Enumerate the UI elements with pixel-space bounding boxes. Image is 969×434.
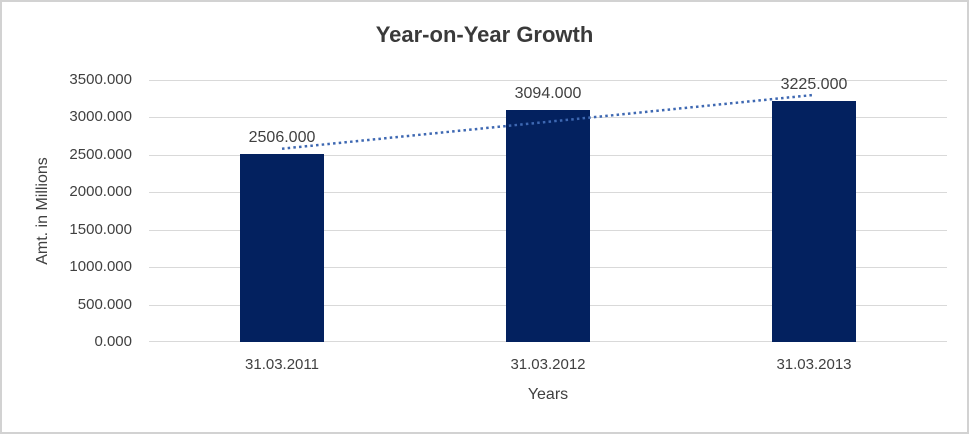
y-tick-label: 2500.000 <box>69 146 132 163</box>
x-tick-label: 31.03.2011 <box>245 356 319 373</box>
y-tick-label: 2000.000 <box>69 183 132 200</box>
data-label: 3094.000 <box>514 85 582 102</box>
y-tick-label: 500.000 <box>77 296 132 313</box>
chart-title: Year-on-Year Growth <box>375 22 594 47</box>
bar-31.03.2011 <box>240 154 324 342</box>
y-tick-label: 3000.000 <box>69 108 132 125</box>
y-tick-label: 3500.000 <box>69 71 132 88</box>
x-tick-label: 31.03.2012 <box>510 356 586 373</box>
plot-area: 2506.000 3094.000 3225.000 <box>149 76 947 342</box>
trendline <box>281 93 815 150</box>
y-tick-label: 0.000 <box>94 333 132 350</box>
trendline-segment <box>281 93 815 150</box>
bar-31.03.2013 <box>772 101 856 342</box>
x-axis-title: Years <box>527 386 569 403</box>
x-tick-label: 31.03.2013 <box>776 356 852 373</box>
bar-31.03.2012 <box>506 110 590 342</box>
y-tick-label: 1000.000 <box>69 258 132 275</box>
data-label: 3225.000 <box>780 76 848 93</box>
gridline <box>149 80 947 81</box>
y-tick-label: 1500.000 <box>69 221 132 238</box>
y-axis-title: Amt. in Millions <box>34 157 51 265</box>
data-label: 2506.000 <box>248 129 316 146</box>
